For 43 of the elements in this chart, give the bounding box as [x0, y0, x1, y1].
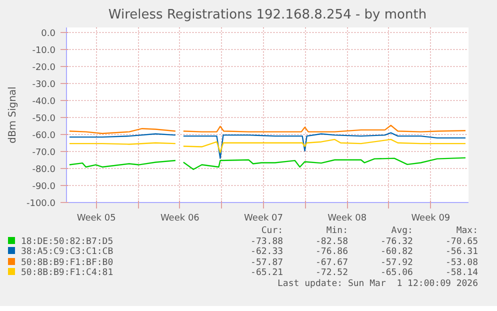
y-tick-label: -70.0	[32, 148, 56, 158]
text: Max:	[455, 226, 478, 236]
text: -73.88	[250, 236, 284, 247]
legend-label: 18:DE:50:82:B7:D5	[20, 236, 114, 247]
x-tick-label: Week 09	[411, 214, 450, 224]
x-tick-label: Week 05	[76, 214, 116, 224]
text: -58.14	[444, 268, 478, 278]
text: -67.67	[314, 258, 348, 268]
y-tick-label: -30.0	[32, 80, 56, 90]
y-tick-label: -10.0	[32, 46, 56, 56]
x-tick-label: Week 07	[244, 214, 284, 224]
text: -56.31	[444, 247, 478, 258]
y-tick-label: -50.0	[32, 114, 56, 124]
text: -53.08	[444, 258, 478, 268]
text: -62.33	[250, 247, 284, 258]
y-tick-label: -80.0	[32, 165, 56, 176]
y-tick-label: 0.0	[41, 29, 56, 40]
y-tick-label: -90.0	[32, 182, 56, 192]
x-tick-label: Week 06	[160, 214, 200, 224]
text: -72.52	[314, 268, 348, 278]
legend-label: 50:8B:B9:F1:C4:81	[20, 268, 114, 278]
text: -57.87	[250, 258, 284, 268]
text: Avg:	[390, 226, 413, 236]
y-tick-label: -60.0	[32, 131, 56, 142]
text: Cur:	[260, 226, 284, 236]
legend-label: 38:A5:C9:C3:C1:CB	[20, 247, 114, 258]
y-axis-title: dBm Signal	[7, 86, 18, 144]
text: -57.92	[379, 258, 413, 268]
text: -76.86	[314, 247, 348, 258]
text: -70.65	[444, 236, 478, 247]
y-tick-label: -40.0	[32, 97, 56, 108]
text: Min:	[325, 226, 348, 236]
text: -82.58	[314, 236, 348, 247]
text: -65.21	[250, 268, 284, 278]
y-tick-label: -100.0	[26, 199, 56, 209]
y-tick-label: -20.0	[32, 63, 56, 74]
x-tick-label: Week 08	[328, 214, 367, 224]
text: -65.06	[379, 268, 413, 278]
text: -60.82	[379, 247, 413, 258]
legend-label: 50:8B:B9:F1:BF:B0	[20, 258, 114, 268]
text: -76.32	[379, 236, 413, 247]
text: Last update: Sun Mar 1 12:00:09 2026	[276, 278, 478, 289]
chart-title: Wireless Registrations 192.168.8.254 - by month	[108, 8, 427, 22]
